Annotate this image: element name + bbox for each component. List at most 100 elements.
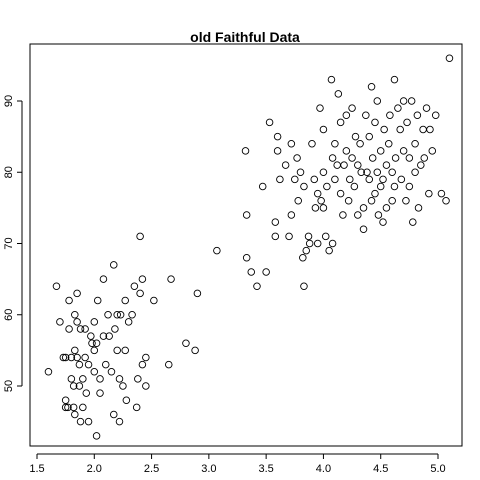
data-point <box>323 182 331 191</box>
data-point <box>405 154 414 162</box>
data-point <box>64 403 72 412</box>
data-point <box>344 196 353 205</box>
data-point <box>61 353 70 362</box>
data-point <box>130 282 139 291</box>
data-point <box>191 346 199 355</box>
data-point <box>442 196 450 205</box>
data-point <box>111 325 119 333</box>
data-point <box>99 332 108 340</box>
data-point <box>90 368 99 376</box>
data-point <box>294 196 302 205</box>
data-point <box>356 139 364 148</box>
data-point <box>142 353 150 362</box>
data-point <box>362 111 370 119</box>
data-point <box>81 325 89 333</box>
data-point <box>386 111 394 119</box>
data-point <box>90 346 99 355</box>
data-point <box>241 147 250 155</box>
data-point <box>302 246 310 255</box>
x-tick-label: 4.0 <box>316 463 331 475</box>
data-point <box>213 246 221 255</box>
data-point <box>115 417 124 426</box>
data-point <box>419 125 427 134</box>
data-point <box>71 311 79 319</box>
data-point <box>75 382 84 390</box>
data-point <box>340 161 348 169</box>
data-point <box>351 132 360 141</box>
data-point <box>367 196 376 205</box>
data-point <box>182 339 190 348</box>
data-point <box>431 111 440 119</box>
data-point <box>422 104 431 112</box>
data-point <box>193 289 202 298</box>
data-point <box>76 417 85 426</box>
x-tick-label: 4.5 <box>373 463 388 475</box>
data-point <box>379 175 387 184</box>
data-point <box>365 132 374 141</box>
data-point <box>321 232 330 241</box>
data-point <box>67 375 76 383</box>
data-point <box>411 139 419 148</box>
data-point <box>313 189 322 198</box>
data-point <box>376 147 385 155</box>
y-tick-label: 90 <box>3 95 15 107</box>
data-point <box>331 175 339 184</box>
data-point <box>281 161 290 169</box>
data-point <box>113 346 121 355</box>
data-point <box>69 382 78 390</box>
data-point <box>105 332 113 340</box>
data-point <box>382 204 391 212</box>
data-point <box>79 375 87 383</box>
data-point <box>382 161 391 169</box>
data-point <box>110 410 118 419</box>
data-point <box>334 90 343 98</box>
chart-title: old Faithful Data <box>190 29 300 45</box>
data-point <box>336 118 345 127</box>
data-point <box>304 232 313 241</box>
data-point <box>384 139 393 148</box>
data-point <box>124 318 133 326</box>
data-point <box>104 311 112 319</box>
data-point <box>390 75 399 84</box>
data-point <box>73 353 81 362</box>
data-point <box>271 218 280 226</box>
data-point <box>61 396 70 405</box>
data-point <box>388 196 396 205</box>
data-point <box>367 82 376 91</box>
data-point <box>242 253 251 262</box>
data-point <box>296 168 305 176</box>
data-point <box>399 97 408 105</box>
x-tick-label: 5.0 <box>430 463 445 475</box>
data-point <box>328 239 337 248</box>
data-point <box>242 211 251 219</box>
data-point <box>357 168 365 176</box>
data-point <box>132 403 141 412</box>
data-point <box>65 296 73 305</box>
data-points <box>44 54 454 440</box>
data-point <box>119 382 127 390</box>
data-point <box>396 125 404 134</box>
data-point <box>300 182 308 191</box>
x-tick-label: 3.0 <box>201 463 216 475</box>
data-point <box>405 182 414 191</box>
data-point <box>293 154 301 162</box>
x-tick-label: 2.0 <box>87 463 102 475</box>
data-point <box>373 168 382 176</box>
data-point <box>73 289 81 298</box>
data-point <box>273 132 282 141</box>
data-point <box>346 175 354 184</box>
y-tick-label: 80 <box>3 166 15 178</box>
data-point <box>380 125 388 134</box>
data-point <box>52 282 61 291</box>
data-point <box>150 296 158 305</box>
data-point <box>325 246 333 255</box>
data-point <box>327 75 336 84</box>
data-point <box>59 353 68 362</box>
data-point <box>437 189 446 198</box>
data-point <box>445 54 454 63</box>
data-point <box>247 268 255 276</box>
data-point <box>134 375 142 383</box>
data-point <box>376 182 385 191</box>
x-tick-label: 2.5 <box>144 463 159 475</box>
data-point <box>71 346 79 355</box>
